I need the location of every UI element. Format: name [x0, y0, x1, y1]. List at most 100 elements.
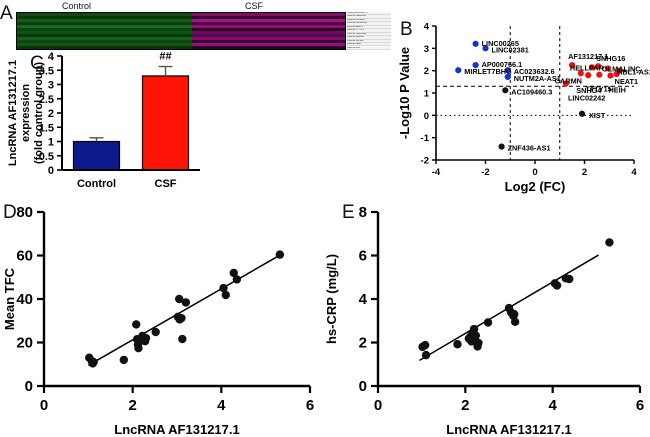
panel-b-point	[607, 72, 614, 79]
panel-b-point-label: CARMN	[555, 76, 582, 85]
panel-d-y-axis-title: Mean TFC	[2, 267, 17, 330]
scatter-point	[89, 357, 98, 367]
panel-b-point	[562, 80, 570, 87]
scatter-point	[178, 334, 187, 344]
heatmap-cell-csf	[192, 28, 345, 31]
heatmap-cell-control	[17, 46, 193, 49]
panel-b-data-points	[455, 40, 623, 150]
x-tick-label: 6	[306, 397, 314, 414]
panel-b-point	[577, 70, 584, 77]
panel-b-point-label: AC109460.3	[511, 87, 552, 96]
heatmap-cell-control	[17, 28, 193, 31]
panel-b-y-axis-title: -Log10 P Value	[397, 47, 412, 139]
scatter-point	[552, 281, 562, 290]
panel-d-scatter-plot: D 0 20 40 60 80 0 2 4 6 LncRNA AF131217.1 Mean T…	[0, 196, 328, 437]
heatmap-cell-control	[17, 40, 193, 43]
regression-line	[87, 253, 282, 366]
scatter-point	[132, 320, 141, 329]
heatmap-cell-control	[17, 25, 193, 28]
panel-c-bars	[72, 65, 190, 171]
panel-b-y-tick-label: 3	[424, 44, 429, 55]
heatmap-row	[17, 43, 345, 46]
panel-b-point-label: LINC02242	[568, 94, 605, 103]
panel-b-point-label: SNHG16	[596, 54, 625, 63]
panel-b-point-label: AP000766.1	[482, 60, 523, 69]
y-tick-label: 0	[25, 378, 33, 395]
heatmap-cell-csf	[192, 25, 345, 28]
y-tick-label: 20	[16, 335, 33, 352]
heatmap-row-label: LncRNA HEIH	[347, 43, 391, 47]
heatmap-cell-csf	[192, 40, 345, 43]
panel-d-x-axis-title: LncRNA AF131217.1	[114, 422, 239, 437]
scatter-point	[141, 333, 151, 343]
panel-b-x-tick-label: -4	[432, 167, 441, 178]
panel-c-bar	[141, 75, 190, 171]
heatmap-cell-csf	[192, 22, 345, 25]
panel-c-y-axis-title-line: LncRNA AF131217.1	[7, 60, 19, 166]
panel-c-y-axis-title: LncRNA AF131217.1 expression (fold control…	[7, 60, 45, 166]
panel-c-bar-chart: C LncRNA AF131217.1 expression (fold contr…	[0, 48, 205, 196]
x-tick-label: 0	[40, 397, 48, 414]
heatmap-cell-csf	[192, 46, 345, 49]
heatmap-row	[17, 37, 345, 40]
heatmap-cell-control	[17, 13, 193, 16]
panel-b-point	[498, 143, 505, 150]
panel-d-regression-line	[87, 253, 282, 366]
panel-b-point	[472, 40, 479, 47]
y-tick-label: 2	[359, 335, 367, 352]
scatter-point	[420, 340, 430, 350]
x-tick-label: 2	[461, 397, 469, 414]
panel-b-point	[604, 65, 612, 72]
panel-b-y-tick-label: 4	[424, 22, 430, 33]
panel-b-point	[482, 45, 489, 52]
scatter-point	[177, 313, 186, 323]
heatmap-row	[17, 25, 345, 28]
heatmap-group-label-control: Control	[62, 1, 92, 11]
panel-c-letter: C	[30, 53, 44, 74]
heatmap-cell-control	[17, 31, 193, 34]
y-tick-label: 40	[16, 291, 33, 308]
y-tick-label: 80	[16, 204, 33, 221]
panel-b-point	[595, 63, 602, 70]
heatmap-cell-control	[17, 37, 193, 40]
heatmap-row	[17, 31, 345, 34]
panel-c-y-tick-label: 3.5	[39, 65, 54, 77]
y-tick-label: 8	[359, 204, 367, 221]
panel-c-y-tick-label: 0	[48, 165, 54, 177]
scatter-point	[229, 268, 238, 278]
heatmap-cell-csf	[192, 37, 345, 40]
y-tick-label: 0	[359, 378, 367, 395]
heatmap-row-labels: LncRNA AF131217.1 LncRNA HELLPAR LncRNA SN…	[347, 12, 391, 50]
panel-e-x-axis-title: LncRNA AF131217.1	[446, 422, 571, 437]
scatter-point	[510, 310, 519, 319]
heatmap-row	[17, 22, 345, 25]
heatmap-cell-control	[17, 43, 193, 46]
panel-b-point	[569, 61, 576, 69]
panel-c-y-tick-label: 3	[48, 80, 54, 92]
heatmap-row	[17, 16, 345, 19]
panel-e-letter: E	[342, 202, 355, 223]
panel-b-point-label: OLMALINC	[602, 64, 641, 73]
heatmap-cell-control	[17, 16, 193, 19]
scatter-point	[221, 290, 230, 300]
scatter-point	[232, 275, 242, 284]
heatmap-row-label: LncRNA TTTY15	[347, 29, 391, 33]
scatter-point	[219, 283, 228, 293]
heatmap-row-label: LncRNA NEAT1	[347, 25, 391, 30]
panel-e-scatter-plot: E 0 2 4 6 8 0 2 4 6 LncRNA AF131217.1 hs-CRP (mg…	[322, 196, 650, 437]
heatmap-row-label: LncRNA XIST	[347, 46, 391, 50]
scatter-point	[421, 350, 431, 360]
scatter-point	[119, 355, 128, 365]
panel-b-point-label: HEIH	[608, 86, 625, 95]
scatter-point	[275, 250, 285, 259]
panel-c-y-tick-label: 1	[48, 137, 54, 149]
heatmap-cell-control	[17, 22, 193, 25]
panel-a-letter: A	[0, 3, 13, 24]
panel-c-y-axis-title-line: (fold control group)	[33, 62, 45, 164]
heatmap-cell-csf	[192, 34, 345, 37]
heatmap-row-label: LncRNA SNHG16	[347, 18, 391, 23]
heatmap-row	[17, 19, 345, 22]
heatmap-cell-csf	[192, 31, 345, 34]
panel-c-x-tick-labels: Control CSF	[77, 178, 177, 190]
